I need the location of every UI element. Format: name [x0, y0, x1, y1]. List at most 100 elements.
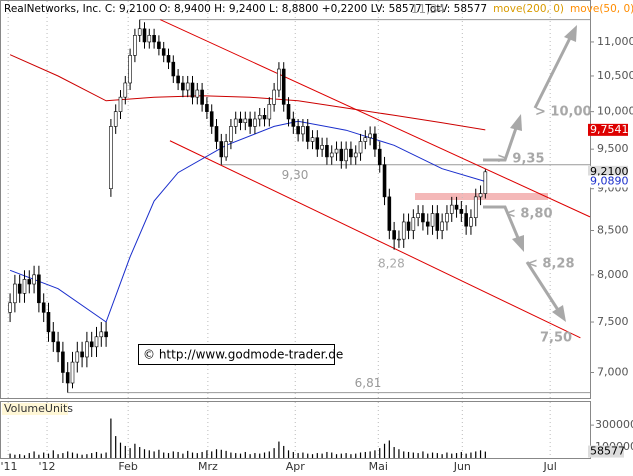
legend-entry: move(50, 0) — [570, 3, 633, 15]
x-tick-label: Feb — [118, 460, 137, 473]
candle-body — [425, 221, 430, 227]
volume-bar — [359, 452, 362, 458]
level-label: 9,30 — [282, 168, 309, 182]
candle-body — [387, 196, 392, 231]
candle-body — [377, 148, 382, 166]
candle-body — [51, 331, 56, 343]
candle-body — [272, 89, 276, 105]
candle-body — [483, 171, 488, 194]
candle-body — [363, 137, 368, 142]
volume-bar — [393, 447, 395, 458]
candle-body — [257, 115, 262, 120]
candle-body — [171, 61, 176, 77]
volume-bar — [19, 454, 21, 458]
volume-bar — [374, 450, 376, 458]
candle-body — [401, 221, 406, 240]
last-volume-tag — [588, 445, 624, 458]
volume-bar — [91, 453, 93, 458]
candle-body — [339, 148, 344, 162]
candle-body — [305, 126, 310, 142]
volume-bar — [484, 451, 486, 458]
candle-body — [353, 152, 358, 158]
candle-body — [373, 133, 377, 150]
volume-bar — [177, 451, 179, 458]
volume-bar — [71, 452, 74, 458]
arrow-head — [512, 235, 524, 252]
candle-body — [464, 213, 468, 227]
candle-body — [37, 274, 41, 304]
candle-body — [334, 148, 339, 154]
volume-bar — [297, 453, 299, 458]
arrow-head — [510, 114, 522, 131]
volume-bar — [326, 451, 328, 458]
candle-body — [123, 82, 128, 98]
volume-bar — [163, 452, 165, 458]
arrow — [483, 205, 520, 239]
volume-bar — [235, 453, 237, 458]
volume-bar — [355, 453, 357, 458]
volume-bar — [206, 450, 208, 458]
candle-body — [27, 279, 32, 285]
volume-bar — [460, 451, 462, 458]
candle-body — [80, 351, 84, 358]
arrow — [483, 127, 518, 162]
volume-bar — [307, 453, 309, 458]
arrow — [533, 37, 572, 109]
volume-bar — [124, 445, 126, 458]
volume-bar — [455, 453, 458, 458]
volume-bar — [340, 453, 342, 458]
volume-bar — [105, 452, 107, 458]
volume-bar — [331, 452, 333, 458]
volume-bar — [211, 451, 213, 458]
volume-bar — [148, 450, 150, 458]
volume-bar — [86, 454, 88, 458]
candle-body — [61, 351, 65, 373]
x-tick-label: Mai — [369, 460, 388, 473]
candle-body — [406, 221, 411, 231]
volume-bar — [335, 454, 338, 458]
volume-bar — [451, 453, 453, 458]
candle-body — [473, 196, 478, 219]
candle-body — [89, 341, 94, 348]
candle-body — [454, 204, 459, 210]
price-tag — [588, 165, 628, 178]
y-tick-label: 11,000 — [597, 35, 633, 48]
volume-bar — [273, 448, 275, 458]
line-series — [9, 54, 486, 131]
volume-bar — [398, 449, 400, 458]
volume-bar — [345, 453, 347, 458]
candle-body — [449, 204, 454, 214]
chart-title: RealNetworks, Inc. C: 9,2100 O: 8,9400 H… — [4, 3, 487, 15]
volume-bar — [268, 451, 270, 458]
x-tick-label: Jun — [453, 460, 471, 473]
candle-body — [70, 361, 75, 384]
price-panel-frame — [0, 0, 591, 399]
volume-bar — [470, 452, 472, 458]
y-tick-label: 10,500 — [597, 69, 633, 82]
volume-bar — [364, 451, 366, 458]
volume-bar — [52, 450, 54, 458]
price-tag-label: 9,0890 — [590, 175, 629, 188]
volume-bar — [57, 454, 59, 458]
price-tag-label: 9,7541 — [590, 123, 629, 136]
volume-bar — [316, 453, 318, 458]
candle-body — [109, 126, 113, 189]
volume-title-box — [2, 403, 68, 415]
candle-body — [133, 35, 137, 56]
candle-body — [118, 96, 123, 112]
candle-body — [430, 213, 435, 227]
volume-bar — [172, 451, 174, 458]
candle-body — [185, 82, 190, 91]
arrow-head — [564, 25, 577, 42]
candle-body — [128, 55, 132, 84]
candle-body — [440, 221, 444, 231]
volume-bar — [249, 454, 251, 458]
volume-bar — [230, 452, 232, 458]
last-volume-label: 58577 — [590, 445, 625, 458]
candle-body — [315, 137, 320, 150]
watermark: © http://www.godmode-trader.de — [143, 348, 343, 362]
candle-body — [176, 75, 180, 84]
candle-body — [17, 283, 22, 294]
candle-body — [281, 68, 286, 105]
